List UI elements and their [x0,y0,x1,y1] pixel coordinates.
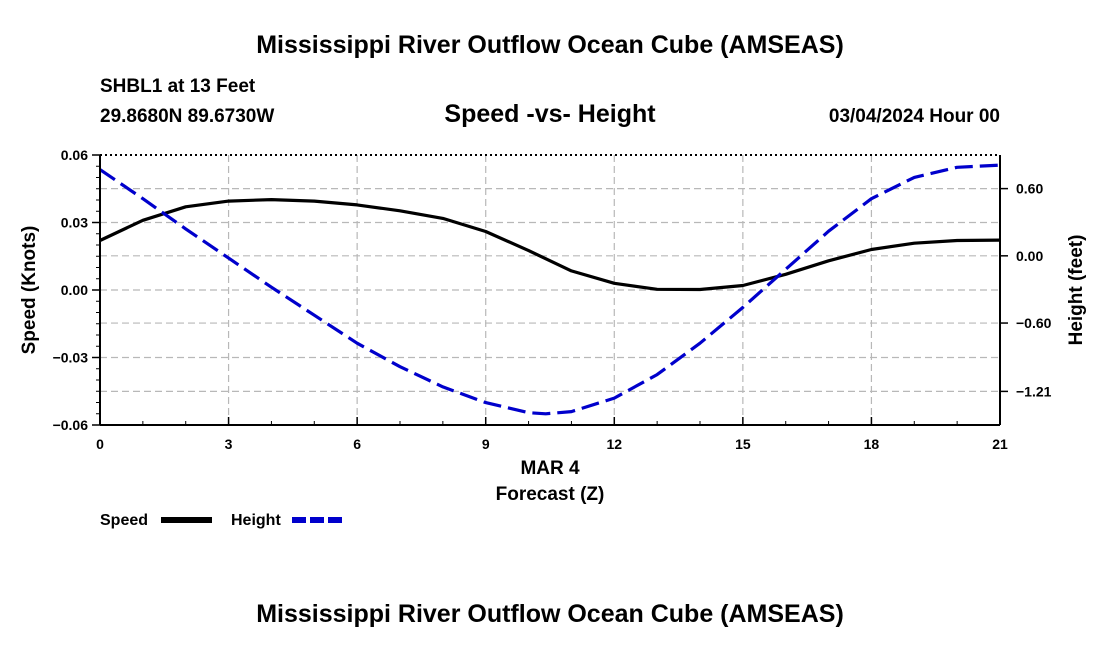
y-tick-label: 0.00 [61,282,88,298]
x-date-label: MAR 4 [520,458,580,479]
chart-subtitle: Speed -vs- Height [444,100,656,128]
legend-label-speed: Speed [100,512,148,529]
y2-axis-title: Height (feet) [1066,235,1087,346]
x-tick-label: 9 [482,436,490,452]
x-tick-label: 15 [735,436,751,452]
bottom-title: Mississippi River Outflow Ocean Cube (AM… [256,600,844,628]
y-axis-title: Speed (Knots) [19,226,40,355]
x-tick-label: 6 [353,436,361,452]
station-coordinates: 29.8680N 89.6730W [100,106,275,127]
y2-tick-label: 0.60 [1016,181,1043,197]
legend: Speed Height [100,512,343,529]
x-tick-label: 3 [225,436,233,452]
y2-tick-label: −1.21 [1016,383,1052,399]
x-axis-title: Forecast (Z) [496,484,605,505]
legend-label-height: Height [231,512,281,529]
x-tick-label: 18 [864,436,880,452]
main-title: Mississippi River Outflow Ocean Cube (AM… [256,31,844,59]
labels-layer: MAR 4 Forecast (Z) Speed (Knots) Height … [19,226,1087,505]
y-tick-label: −0.03 [53,350,89,366]
y-tick-label: −0.06 [53,417,89,433]
x-tick-label: 21 [992,436,1008,452]
axes-layer: 0 3 6 9 12 15 18 21 −0.06 −0.03 0.00 0.03 0.06 0.60 0.… [53,147,1052,452]
x-tick-label: 12 [606,436,622,452]
grid-layer [100,155,1000,425]
station-label: SHBL1 at 13 Feet [100,76,256,97]
x-tick-label: 0 [96,436,104,452]
y2-tick-label: −0.60 [1016,315,1052,331]
y-tick-label: 0.06 [61,147,88,163]
series-line-height [99,163,1001,416]
series-line-speed [99,198,1001,292]
y2-tick-label: 0.00 [1016,248,1043,264]
forecast-datetime: 03/04/2024 Hour 00 [828,106,1000,127]
series-layer [99,163,1001,416]
y-tick-label: 0.03 [61,215,88,231]
